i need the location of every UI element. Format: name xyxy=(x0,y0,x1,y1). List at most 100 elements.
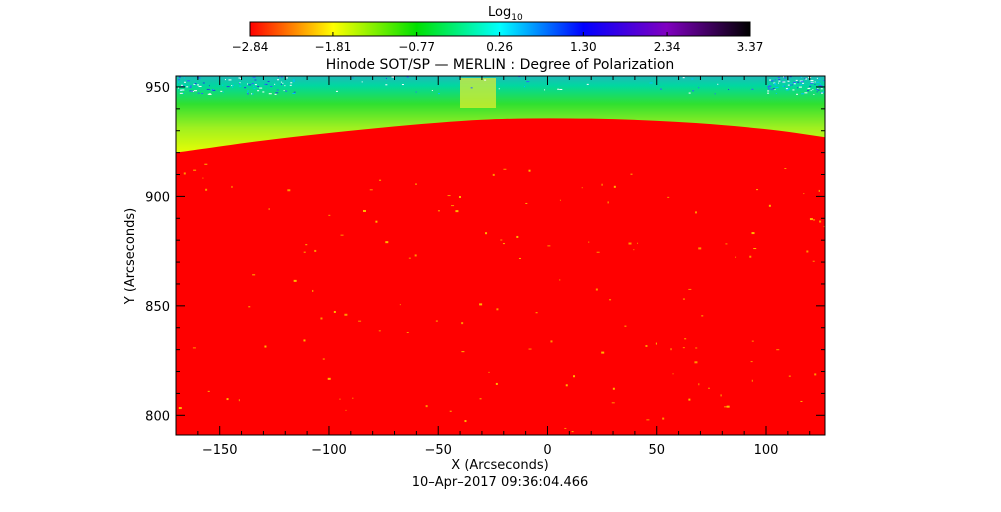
disk-speckle xyxy=(369,189,373,191)
disk-speckle xyxy=(492,173,495,176)
x-axis-label: X (Arcseconds) xyxy=(451,458,548,473)
disk-speckle xyxy=(601,183,603,186)
disk-speckle xyxy=(303,251,306,253)
disk-speckle xyxy=(803,193,805,195)
noise-pixel xyxy=(180,84,183,86)
noise-pixel xyxy=(799,80,803,82)
noise-pixel xyxy=(253,88,256,90)
noise-pixel xyxy=(807,90,810,92)
disk-speckle xyxy=(312,289,314,292)
disk-speckle xyxy=(414,183,417,185)
noise-pixel xyxy=(178,76,181,78)
noise-pixel xyxy=(189,90,192,92)
y-tick-label: 850 xyxy=(145,300,170,315)
noise-pixel xyxy=(267,81,270,83)
noise-pixel xyxy=(401,84,404,86)
noise-pixel xyxy=(790,83,792,85)
noise-pixel xyxy=(484,79,487,81)
disk-speckle xyxy=(581,187,583,189)
disk-speckle xyxy=(479,303,483,306)
noise-pixel xyxy=(193,83,196,85)
noise-pixel xyxy=(257,90,260,92)
noise-pixel xyxy=(253,85,255,87)
noise-pixel xyxy=(804,92,808,94)
disk-speckle xyxy=(435,320,438,322)
noise-pixel xyxy=(206,88,210,90)
noise-pixel xyxy=(818,78,821,80)
noise-pixel xyxy=(179,92,183,94)
noise-pixel xyxy=(262,91,265,93)
noise-pixel xyxy=(431,90,433,92)
noise-pixel xyxy=(228,79,232,81)
noise-pixel xyxy=(251,83,254,85)
noise-pixel xyxy=(792,81,796,83)
noise-pixel xyxy=(197,92,200,94)
disk-speckle xyxy=(595,288,598,291)
noise-pixel xyxy=(795,79,798,81)
disk-speckle xyxy=(564,427,567,429)
y-tick-label: 950 xyxy=(145,81,170,96)
disk-speckle xyxy=(670,348,672,351)
noise-pixel xyxy=(816,91,818,93)
disk-speckle xyxy=(784,168,787,170)
noise-pixel xyxy=(239,85,242,87)
noise-pixel xyxy=(212,89,216,91)
disk-speckle xyxy=(573,375,576,378)
noise-pixel xyxy=(793,83,796,85)
noise-pixel xyxy=(820,88,823,90)
noise-pixel xyxy=(284,85,286,87)
disk-speckle xyxy=(735,256,737,258)
noise-pixel xyxy=(688,92,691,94)
noise-pixel xyxy=(178,79,181,81)
noise-pixel xyxy=(247,90,250,92)
noise-pixel xyxy=(785,88,788,90)
x-tick-label: −150 xyxy=(202,443,238,458)
noise-pixel xyxy=(791,84,793,86)
noise-pixel xyxy=(209,93,212,95)
noise-pixel xyxy=(717,83,719,85)
noise-pixel xyxy=(393,76,395,78)
disk-speckle xyxy=(268,208,270,211)
noise-pixel xyxy=(274,93,277,95)
disk-speckle xyxy=(645,344,648,347)
noise-pixel xyxy=(264,83,267,85)
disk-speckle xyxy=(345,409,347,411)
disk-speckle xyxy=(672,373,674,375)
noise-pixel xyxy=(660,88,663,90)
noise-pixel xyxy=(257,85,260,87)
disk-speckle xyxy=(375,220,378,223)
disk-speckle xyxy=(601,351,605,354)
disk-speckle xyxy=(202,177,204,179)
disk-speckle xyxy=(488,371,490,373)
disk-speckle xyxy=(502,243,505,245)
disk-speckle xyxy=(613,185,616,188)
noise-pixel xyxy=(259,87,263,89)
disk-speckle xyxy=(628,242,632,245)
disk-speckle xyxy=(698,383,700,386)
disk-speckle xyxy=(485,232,488,235)
noise-pixel xyxy=(406,76,409,78)
disk-speckle xyxy=(226,398,229,401)
noise-pixel xyxy=(769,79,772,81)
noise-pixel xyxy=(251,93,254,95)
noise-pixel xyxy=(282,82,284,84)
disk-speckle xyxy=(751,340,754,342)
noise-pixel xyxy=(277,79,280,81)
noise-pixel xyxy=(771,89,773,91)
noise-pixel xyxy=(224,79,226,81)
noise-pixel xyxy=(280,76,283,78)
disk-speckle xyxy=(800,400,803,402)
noise-pixel xyxy=(210,89,212,91)
disk-speckle xyxy=(633,249,635,251)
noise-pixel xyxy=(814,83,816,85)
disk-speckle xyxy=(503,168,507,170)
noise-pixel xyxy=(784,85,786,87)
disk-speckle xyxy=(358,320,362,322)
disk-speckle xyxy=(682,298,685,300)
noise-pixel xyxy=(202,82,205,84)
noise-pixel xyxy=(208,85,210,87)
disk-speckle xyxy=(207,390,210,392)
disk-speckle xyxy=(238,399,240,402)
noise-pixel xyxy=(773,83,776,85)
disk-speckle xyxy=(399,304,401,306)
